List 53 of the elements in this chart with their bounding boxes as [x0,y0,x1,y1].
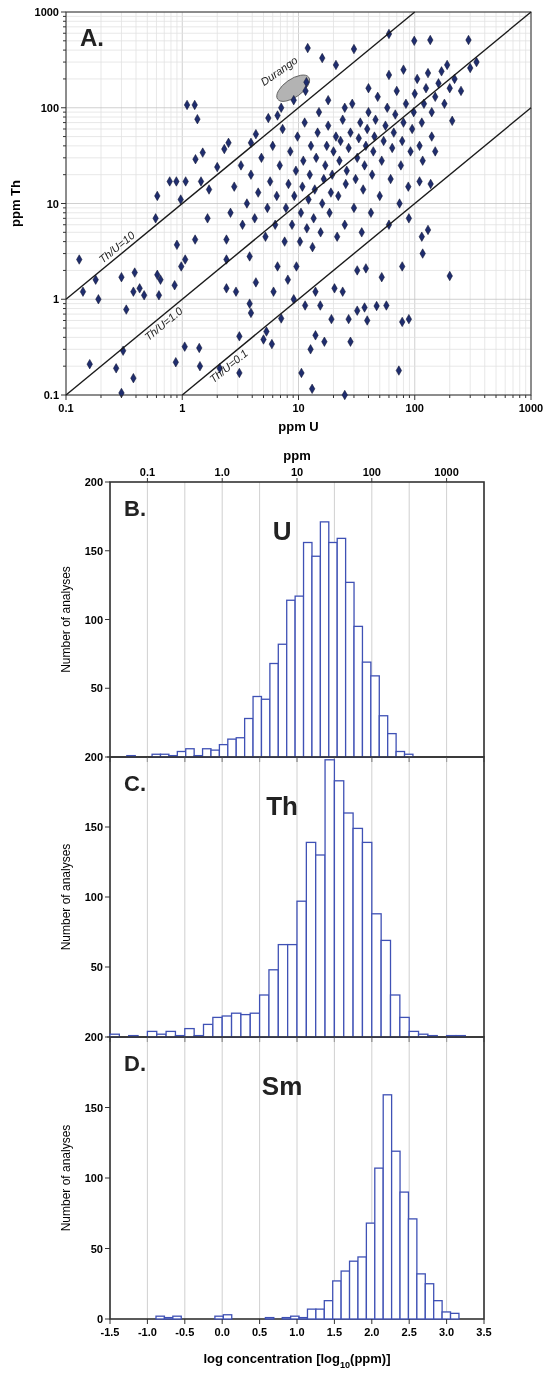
y-tick-label: 0 [96,1313,103,1325]
annotation: B. [124,496,146,521]
x-tick-label: -0.5 [175,1326,195,1338]
y-tick-label: 150 [84,1101,103,1114]
x2-axis-title: ppm [283,448,311,463]
x2-tick-label: 100 [362,466,381,478]
x-axis-title: log concentration [log$_{10}$(ppm)] [203,1351,391,1370]
y-tick-label: 200 [84,1031,103,1043]
y-tick-label: 50 [90,961,103,973]
y-axis-title: Number of analyses [59,843,73,951]
x-tick-label: -1.0 [137,1326,157,1338]
x-tick-label: 1.5 [326,1326,343,1338]
x-tick-label: 2.0 [364,1326,380,1338]
x-tick-label: 0.1 [58,402,74,414]
x2-tick-label: 1.0 [214,466,230,478]
y-tick-label: 50 [90,682,103,695]
y-tick-label: 1000 [34,6,59,18]
x-tick-label: 1000 [518,402,544,414]
text: Th [266,791,298,821]
y-tick-label: 150 [84,544,103,557]
x-tick-label: 100 [405,402,424,414]
y-axis-title: Number of analyses [59,1124,73,1232]
y-tick-label: 200 [84,476,103,488]
x-tick-label: 2.5 [401,1326,417,1338]
x-tick-label: 1.0 [289,1326,305,1338]
x-axis-title: ppm U [278,419,319,434]
x2-tick-label: 10 [290,466,304,478]
y-tick-label: 1 [52,293,59,306]
x-tick-label: 10 [292,402,305,414]
y-tick-label: 10 [46,197,59,210]
x2-tick-label: 1000 [434,466,459,478]
y-axis-title: ppm Th [8,179,23,227]
x2-tick-label: 0.1 [139,466,156,478]
y-tick-label: 0.1 [43,389,59,401]
text: Sm [261,1071,303,1101]
x-tick-label: 1 [179,402,186,414]
y-tick-label: 200 [84,751,103,763]
annotation: D. [124,1051,146,1076]
x-tick-label: 0.5 [251,1326,268,1338]
y-axis-title: Number of analyses [59,566,73,673]
y-tick-label: 100 [84,613,103,626]
y-tick-label: 50 [90,1242,103,1255]
x-tick-label: -1.5 [100,1326,120,1338]
annotation: C. [124,771,146,796]
y-tick-label: 100 [40,101,59,114]
y-tick-label: 100 [84,891,103,903]
text: U [272,516,292,546]
x-tick-label: 3.5 [476,1326,492,1338]
annotation: A. [80,24,104,51]
x-tick-label: 3.0 [438,1326,455,1338]
y-tick-label: 100 [84,1172,103,1184]
x-tick-label: 0.0 [214,1326,230,1338]
y-tick-label: 150 [84,821,103,833]
